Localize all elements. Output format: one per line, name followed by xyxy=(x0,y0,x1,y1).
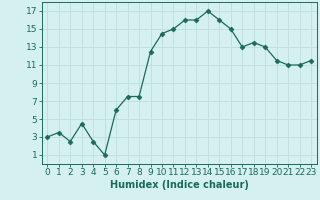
X-axis label: Humidex (Indice chaleur): Humidex (Indice chaleur) xyxy=(110,180,249,190)
